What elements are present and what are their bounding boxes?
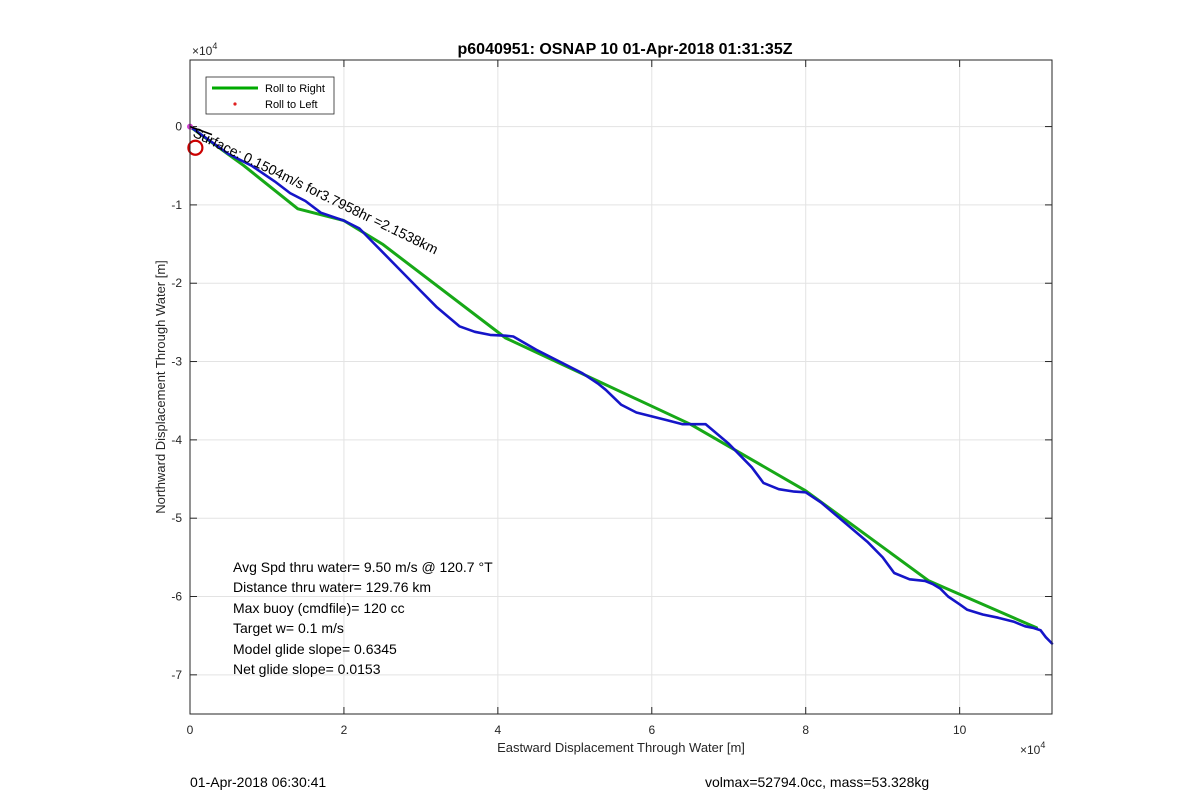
axes-box — [189, 59, 1053, 715]
y-tick-label: 0 — [175, 120, 182, 134]
y-tick-label: -2 — [171, 276, 182, 290]
x-tick-label: 0 — [187, 723, 194, 737]
legend-label-roll-left: Roll to Left — [265, 99, 318, 111]
footer-vol-mass: volmax=52794.0cc, mass=53.328kg — [705, 774, 930, 790]
x-exponent-power: 4 — [1040, 740, 1045, 750]
grid-lines — [189, 60, 1052, 714]
x-tick-label: 8 — [802, 723, 809, 737]
legend-swatch-roll-left — [233, 102, 237, 106]
y-tick-label: -7 — [171, 668, 182, 682]
axis-ticks: 0 2 4 6 8 10 0 -1 -2 -3 -4 -5 -6 -7 — [171, 60, 1052, 737]
annotation-net-glide: Net glide slope= 0.0153 — [233, 661, 381, 677]
x-tick-label: 10 — [953, 723, 967, 737]
x-tick-label: 2 — [341, 723, 348, 737]
y-tick-label: -5 — [171, 511, 182, 525]
y-tick-label: -6 — [171, 590, 182, 604]
x-tick-label: 4 — [495, 723, 502, 737]
footer-timestamp: 01-Apr-2018 06:30:41 — [190, 774, 327, 790]
x-axis-label: Eastward Displacement Through Water [m] — [497, 740, 745, 755]
y-exponent-power: 4 — [212, 41, 217, 51]
legend-label-roll-right: Roll to Right — [265, 83, 325, 95]
legend: Roll to Right Roll to Left — [205, 76, 335, 115]
surface-vector-arrow — [189, 125, 213, 136]
y-tick-label: -4 — [171, 433, 182, 447]
y-exponent-label: ×104 — [192, 41, 217, 58]
y-tick-label: -3 — [171, 355, 182, 369]
plot-area — [190, 60, 1052, 714]
annotation-model-glide: Model glide slope= 0.6345 — [233, 641, 397, 657]
annotation-avg-speed: Avg Spd thru water= 9.50 m/s @ 120.7 °T — [233, 559, 493, 575]
start-marker — [187, 139, 204, 156]
x-exponent-base: ×10 — [1020, 743, 1041, 757]
legend-box — [205, 76, 335, 115]
x-tick-label: 6 — [648, 723, 655, 737]
series-track-line — [188, 125, 1054, 645]
y-axis-label: Northward Displacement Through Water [m] — [153, 260, 168, 514]
stats-annotations: Avg Spd thru water= 9.50 m/s @ 120.7 °T … — [233, 559, 493, 677]
annotation-target-w: Target w= 0.1 m/s — [233, 620, 344, 636]
annotation-max-buoy: Max buoy (cmdfile)= 120 cc — [233, 600, 405, 616]
series-roll-right-line — [188, 125, 1039, 630]
y-tick-label: -1 — [171, 198, 182, 212]
series-layer — [187, 123, 1054, 645]
x-exponent-label: ×104 — [1020, 740, 1045, 757]
y-exponent-base: ×10 — [192, 44, 213, 58]
chart-title: p6040951: OSNAP 10 01-Apr-2018 01:31:35Z — [458, 41, 793, 58]
annotation-distance: Distance thru water= 129.76 km — [233, 579, 431, 595]
